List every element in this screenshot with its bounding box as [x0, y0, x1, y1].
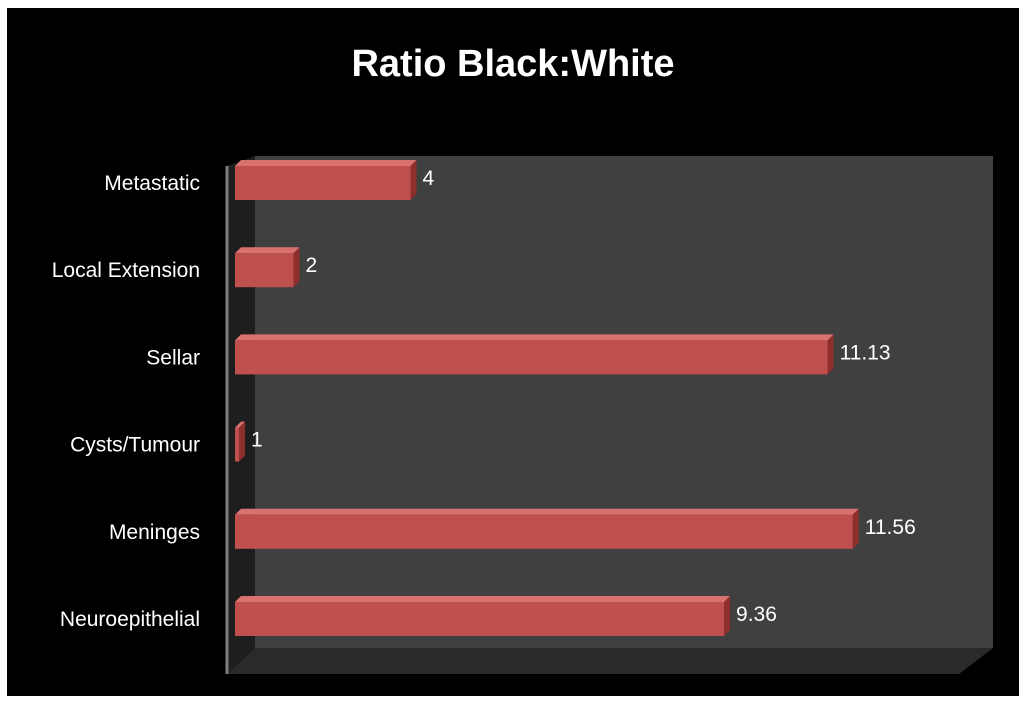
bar-top-face [235, 596, 731, 602]
bar-side-face [410, 160, 417, 200]
category-label: Meninges [109, 521, 200, 544]
bar-top-face [235, 160, 417, 166]
plot-back-wall [255, 156, 993, 648]
value-label: 11.13 [840, 341, 891, 364]
bar [235, 421, 245, 462]
value-label: 1 [251, 429, 263, 452]
category-label: Metastatic [104, 172, 200, 195]
bar-side-face [239, 421, 245, 462]
bar-top-face [235, 421, 245, 428]
bar [235, 596, 731, 636]
bars-group [235, 160, 859, 636]
category-label: Local Extension [52, 259, 200, 282]
category-label: Cysts/Tumour [70, 434, 200, 457]
bar-side-face [852, 508, 859, 549]
category-label: Sellar [146, 346, 200, 369]
bar-front-face [235, 602, 725, 636]
value-labels: 4 2 11.13 1 11.56 9.36 [251, 167, 916, 626]
bar-top-face [235, 334, 834, 341]
bar [235, 247, 300, 288]
value-label: 2 [306, 254, 318, 277]
bar-front-face [235, 166, 411, 200]
chart-title: Ratio Black:White [351, 43, 675, 85]
plot-floor [227, 648, 993, 674]
chart-frame: Ratio Black:White Metastatic Local Extens… [7, 8, 1019, 696]
bar-top-face [235, 247, 300, 254]
bar-front-face [235, 427, 239, 462]
category-label: Neuroepithelial [60, 608, 200, 631]
bar-side-face [827, 334, 834, 375]
bar-side-face [293, 247, 300, 288]
bar-top-face [235, 508, 859, 515]
value-label: 4 [423, 167, 435, 190]
bar-chart: Metastatic Local Extension Sellar Cysts/Tum… [52, 156, 993, 674]
bar-front-face [235, 253, 294, 288]
bar-front-face [235, 514, 853, 549]
bar [235, 508, 859, 549]
bar-front-face [235, 340, 828, 375]
value-label: 11.56 [865, 516, 916, 539]
category-labels: Metastatic Local Extension Sellar Cysts/Tum… [52, 172, 200, 631]
bar [235, 160, 417, 200]
value-label: 9.36 [736, 603, 777, 626]
bar [235, 334, 834, 375]
bar-side-face [724, 596, 731, 636]
